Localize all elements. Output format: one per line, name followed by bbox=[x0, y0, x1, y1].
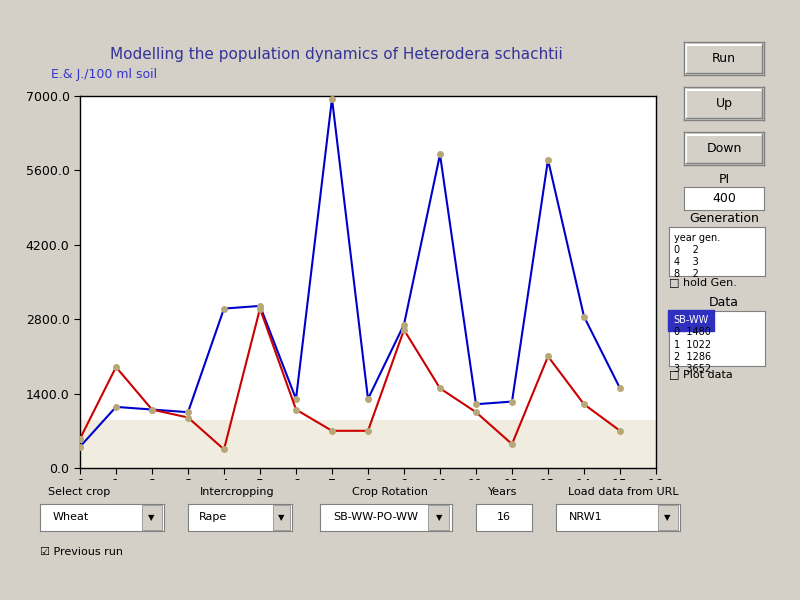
Text: □ Plot data: □ Plot data bbox=[669, 369, 733, 379]
Text: Years: Years bbox=[488, 487, 518, 497]
Text: Down: Down bbox=[706, 142, 742, 155]
Text: 0    2: 0 2 bbox=[674, 245, 698, 256]
Text: Intercropping: Intercropping bbox=[200, 487, 274, 497]
Text: Data: Data bbox=[709, 296, 739, 309]
Text: 16: 16 bbox=[497, 512, 511, 523]
Text: ☑ Previous run: ☑ Previous run bbox=[40, 547, 123, 557]
Text: E.& J./100 ml soil: E.& J./100 ml soil bbox=[51, 68, 158, 81]
Text: 2  1286: 2 1286 bbox=[674, 352, 710, 362]
Text: 400: 400 bbox=[712, 192, 736, 205]
Text: ▼: ▼ bbox=[435, 513, 442, 522]
Text: Rape: Rape bbox=[198, 512, 226, 523]
Text: SB-WW: SB-WW bbox=[674, 315, 709, 325]
Text: ▼: ▼ bbox=[278, 513, 285, 522]
Text: Run: Run bbox=[712, 52, 736, 65]
Text: □ hold Gen.: □ hold Gen. bbox=[669, 277, 737, 287]
Text: Crop Rotation: Crop Rotation bbox=[352, 487, 428, 497]
Bar bbox=[80, 420, 656, 468]
Text: 1  1022: 1 1022 bbox=[674, 340, 710, 350]
Text: ▼: ▼ bbox=[664, 513, 671, 522]
Bar bbox=[274, 505, 290, 530]
Text: 4    3: 4 3 bbox=[674, 257, 698, 268]
Text: Modelling the population dynamics of Heterodera schachtii: Modelling the population dynamics of Het… bbox=[110, 46, 562, 61]
Bar bbox=[142, 505, 162, 530]
Text: year gen.: year gen. bbox=[674, 233, 720, 243]
Text: Generation: Generation bbox=[689, 212, 759, 225]
Bar bbox=[428, 505, 450, 530]
Text: Select crop: Select crop bbox=[48, 487, 110, 497]
Text: Wheat: Wheat bbox=[53, 512, 89, 523]
Text: Load data from URL: Load data from URL bbox=[568, 487, 678, 497]
Text: ▼: ▼ bbox=[148, 513, 155, 522]
Bar bbox=[658, 505, 678, 530]
Text: 3  3652: 3 3652 bbox=[674, 364, 710, 374]
Text: Up: Up bbox=[715, 97, 733, 110]
Text: SB-WW-PO-WW: SB-WW-PO-WW bbox=[333, 512, 418, 523]
Text: PI: PI bbox=[718, 173, 730, 186]
Text: 0  1480: 0 1480 bbox=[674, 328, 710, 337]
Text: NRW1: NRW1 bbox=[568, 512, 602, 523]
Text: 8    2: 8 2 bbox=[674, 269, 698, 279]
